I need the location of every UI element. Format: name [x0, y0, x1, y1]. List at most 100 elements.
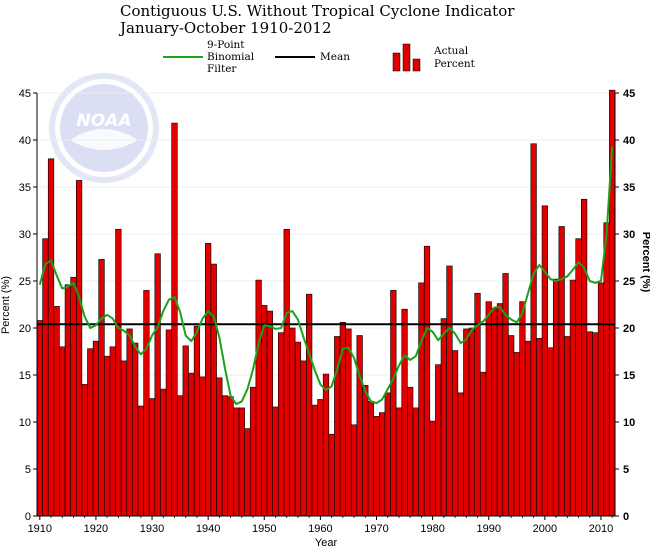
x-tick-label: 1940: [196, 523, 220, 535]
bar-2002: [552, 278, 560, 517]
x-tick-label: 1930: [140, 523, 164, 535]
bar-1970: [373, 416, 380, 517]
bar-2010: [597, 282, 605, 517]
bar-1941: [210, 263, 217, 517]
bar-1952: [272, 406, 279, 517]
bar-1968: [362, 385, 369, 517]
bar-1983: [446, 265, 453, 517]
bar-1945: [233, 407, 240, 517]
legend-mean-label: Mean: [320, 51, 350, 63]
bar-1948: [249, 386, 257, 517]
x-axis-title: Year: [315, 537, 338, 549]
bar-1972: [384, 392, 391, 517]
bar-1999: [536, 338, 543, 517]
bar-1951: [266, 310, 273, 517]
y-tick-label-left: 5: [25, 464, 31, 476]
bar-1912: [47, 158, 55, 517]
bar-1940: [205, 243, 212, 517]
x-tick-label: 1920: [84, 523, 108, 535]
bar-1936: [182, 345, 189, 517]
bar-2004: [564, 336, 571, 517]
y-tick-label-right: 25: [623, 276, 635, 288]
bar-1962: [328, 433, 335, 517]
bar-2005: [569, 279, 577, 517]
bar-1966: [350, 424, 358, 517]
y-tick-label-right: 30: [623, 229, 635, 241]
bar-1958: [306, 293, 313, 517]
bar-1918: [81, 384, 88, 517]
bar-1969: [367, 401, 374, 517]
bar-1989: [480, 371, 487, 517]
bar-1911: [42, 238, 49, 517]
bar-1996: [519, 301, 526, 517]
bar-1914: [59, 346, 66, 517]
y-tick-label-left: 45: [19, 88, 31, 100]
bar-1990: [485, 301, 492, 517]
x-tick-label: 2000: [533, 523, 557, 535]
bar-1937: [188, 372, 195, 517]
bar-1921: [98, 259, 105, 517]
bar-1982: [440, 318, 447, 517]
bar-2009: [592, 332, 599, 517]
bar-1997: [524, 340, 532, 517]
y-tick-label-right: 45: [623, 88, 635, 100]
legend-filter-line-2: Binomial: [207, 51, 255, 63]
bar-1938: [193, 325, 201, 517]
bar-1993: [502, 273, 509, 517]
bar-1943: [221, 395, 229, 517]
bar-1965: [345, 328, 352, 517]
y-axis-title-right: Percent (%): [640, 232, 650, 293]
bar-2003: [558, 226, 565, 517]
bar-1998: [530, 143, 537, 517]
bar-2008: [586, 331, 593, 517]
bar-1977: [412, 407, 419, 517]
bar-1933: [165, 329, 172, 517]
chart-title: Contiguous U.S. Without Tropical Cyclone…: [120, 2, 515, 20]
y-tick-label-right: 0: [623, 511, 629, 523]
bar-1987: [468, 327, 476, 517]
bar-1916: [70, 276, 77, 517]
bar-1985: [457, 392, 464, 517]
bar-2000: [541, 205, 548, 517]
y-axis-title-left: Percent (%): [0, 276, 12, 334]
bar-1984: [451, 350, 459, 517]
x-tick-label: 1950: [252, 523, 276, 535]
bar-1939: [199, 376, 206, 517]
bar-1922: [104, 355, 111, 517]
bar-1976: [407, 386, 414, 517]
bar-1925: [120, 360, 128, 517]
bar-1994: [508, 335, 515, 517]
bar-1920: [92, 340, 100, 517]
bar-1927: [132, 342, 139, 517]
bar-1995: [513, 352, 520, 517]
noaa-watermark-text: NOAA: [77, 111, 132, 131]
filter-group: [38, 146, 614, 406]
y-tick-label-right: 10: [623, 417, 635, 429]
bar-1957: [300, 360, 307, 517]
legend: 9-Point Binomial Filter Mean Actual Perc…: [163, 39, 476, 75]
filter-line: [38, 146, 614, 406]
legend-bar-icon: [392, 43, 421, 72]
legend-filter-line-1: 9-Point: [207, 39, 245, 51]
bar-2007: [581, 198, 588, 517]
bar-1975: [401, 308, 408, 517]
y-tick-label-right: 35: [623, 182, 635, 194]
bar-1928: [137, 405, 144, 517]
bar-1932: [160, 388, 167, 517]
bar-1934: [171, 122, 178, 517]
axes: [36, 93, 616, 517]
bar-1974: [395, 407, 403, 517]
bar-1986: [463, 328, 470, 517]
bar-1935: [176, 395, 184, 517]
bar-1947: [244, 428, 251, 517]
y-tick-label-right: 20: [623, 323, 635, 335]
bar-2006: [575, 238, 582, 517]
bar-1980: [429, 420, 436, 517]
y-tick-label-right: 5: [623, 464, 629, 476]
bar-2011: [603, 222, 610, 517]
bar-1931: [154, 253, 161, 517]
bar-1949: [255, 279, 262, 517]
bar-1917: [75, 180, 83, 517]
y-tick-label-right: 40: [623, 135, 635, 147]
